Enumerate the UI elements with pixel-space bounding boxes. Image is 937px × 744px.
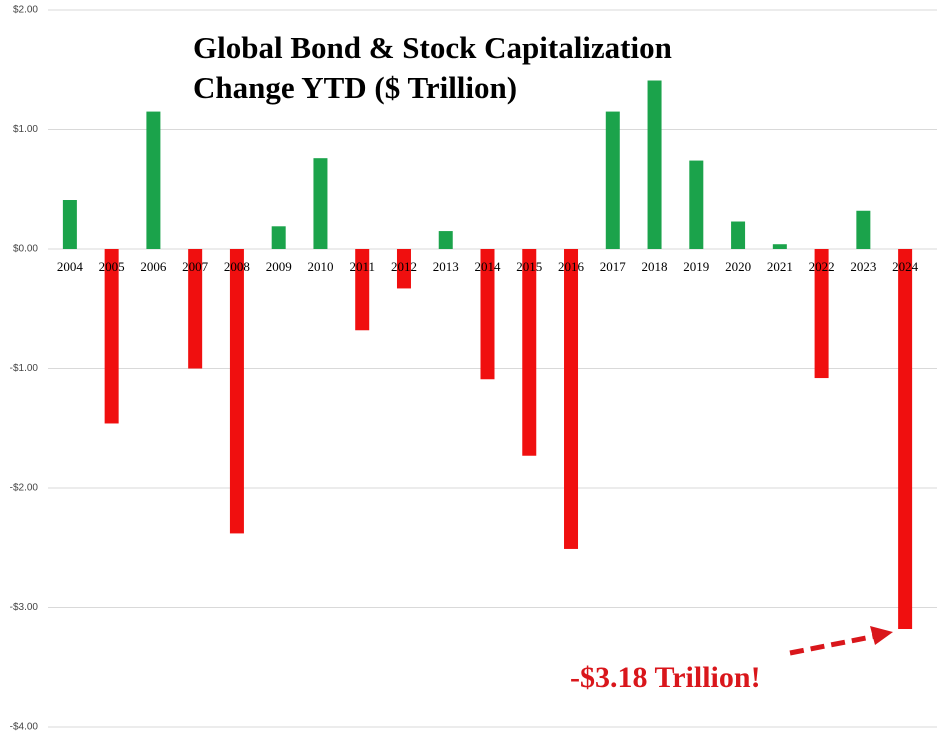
x-tick-label: 2023 (850, 259, 876, 274)
bar (104, 249, 119, 424)
x-tick-label: 2021 (767, 259, 793, 274)
chart-title-line: Global Bond & Stock Capitalization (193, 30, 672, 65)
bar (396, 249, 411, 289)
x-tick-label: 2022 (809, 259, 835, 274)
x-tick-label: 2024 (892, 259, 919, 274)
x-tick-label: 2005 (99, 259, 125, 274)
bar (814, 249, 829, 379)
x-tick-label: 2004 (57, 259, 84, 274)
y-tick-label: $1.00 (13, 124, 38, 135)
bar (522, 249, 537, 456)
bar (689, 160, 704, 249)
chart-title-line: Change YTD ($ Trillion) (193, 70, 517, 105)
x-tick-label: 2018 (642, 259, 668, 274)
bar (605, 111, 620, 249)
x-tick-label: 2013 (433, 259, 459, 274)
bar (647, 80, 662, 249)
bar (480, 249, 495, 380)
annotation: -$3.18 Trillion! (570, 661, 761, 694)
y-tick-label: -$3.00 (10, 602, 39, 613)
y-tick-label: -$1.00 (10, 363, 39, 374)
y-tick-label: -$4.00 (10, 722, 39, 733)
bar (731, 221, 746, 249)
x-tick-label: 2014 (475, 259, 502, 274)
bar (313, 158, 328, 249)
annotation-arrow (789, 626, 893, 656)
x-tick-label: 2010 (307, 259, 333, 274)
bar (146, 111, 161, 249)
x-tick-label: 2020 (725, 259, 751, 274)
x-tick-label: 2011 (349, 259, 375, 274)
x-tick-label: 2012 (391, 259, 417, 274)
x-tick-label: 2009 (266, 259, 292, 274)
y-tick-label: $0.00 (13, 244, 38, 255)
x-tick-label: 2008 (224, 259, 250, 274)
x-tick-label: 2007 (182, 259, 209, 274)
x-tick-label: 2006 (140, 259, 167, 274)
x-tick-label: 2019 (683, 259, 709, 274)
bar (438, 231, 453, 249)
bar (355, 249, 370, 331)
bar (62, 200, 77, 249)
bar (772, 244, 787, 249)
bar (229, 249, 244, 534)
bar (898, 249, 913, 630)
bar (856, 210, 871, 249)
x-tick-label: 2017 (600, 259, 627, 274)
bar (188, 249, 203, 369)
x-tick-label: 2016 (558, 259, 585, 274)
y-tick-label: -$2.00 (10, 483, 39, 494)
bar (564, 249, 579, 549)
x-tick-label: 2015 (516, 259, 542, 274)
bar (271, 226, 286, 249)
y-tick-label: $2.00 (13, 5, 38, 16)
